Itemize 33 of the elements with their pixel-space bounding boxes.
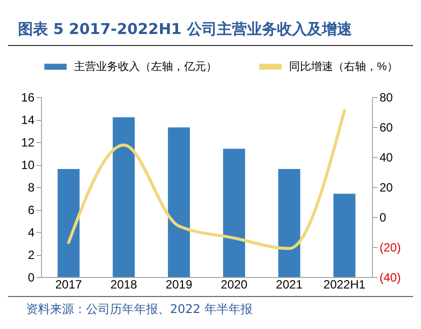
y-tick-label: 10	[21, 158, 35, 172]
y2-tick-label: 0	[380, 210, 386, 224]
line-series	[67, 109, 346, 250]
chart-title: 图表 5 2017-2022H1 公司主营业务收入及增速	[8, 20, 413, 46]
x-tick-label: 2022H1	[323, 278, 366, 292]
bar	[168, 127, 190, 277]
y2-tick-label: 20	[380, 180, 394, 194]
x-tick-label: 2020	[220, 278, 248, 292]
y-tick-label: 14	[21, 113, 35, 127]
y-tick-label: 0	[28, 270, 35, 284]
text: 资料来源：公司历年年报、2022 年半年报	[8, 296, 413, 318]
bar	[112, 117, 135, 277]
y-tick-label: 12	[21, 136, 35, 150]
y-tick-label: 2	[28, 248, 35, 262]
x-tick-label: 2019	[166, 278, 193, 292]
bar	[223, 148, 246, 277]
legend-label: 主营业务收入（左轴，亿元）	[74, 60, 217, 73]
y2-tick-label: 80	[380, 90, 394, 104]
y2-tick-label: 60	[380, 120, 394, 134]
y2-tick-label: (40)	[380, 270, 401, 284]
legend-label: 同比增速（右轴，%）	[289, 60, 398, 73]
y-tick-label: 6	[28, 203, 35, 217]
x-tick-label: 2018	[110, 278, 138, 292]
bar	[278, 169, 300, 277]
y-tick-label: 8	[28, 180, 35, 194]
bar	[333, 194, 356, 277]
y-tick-label: 4	[28, 226, 35, 240]
y-tick-label: 16	[21, 90, 35, 104]
y2-tick-label: 40	[380, 150, 394, 164]
bar	[58, 169, 80, 277]
x-tick-label: 2017	[55, 278, 82, 292]
x-tick-label: 2021	[276, 278, 303, 292]
y2-tick-label: (20)	[380, 240, 401, 254]
